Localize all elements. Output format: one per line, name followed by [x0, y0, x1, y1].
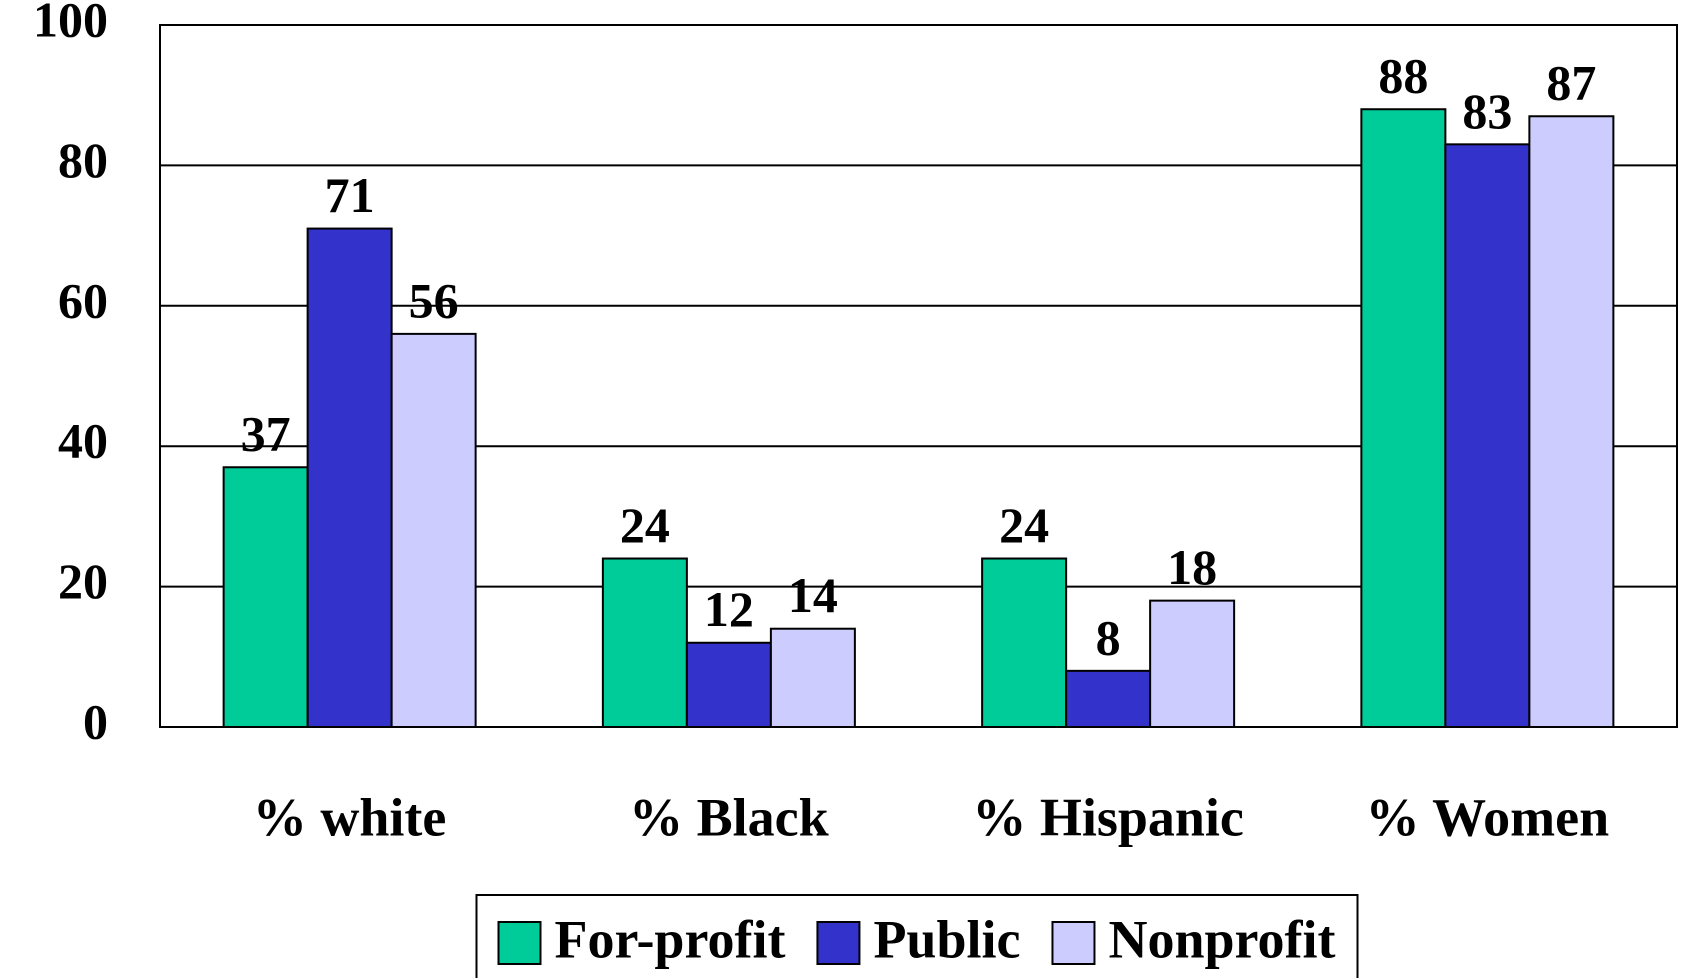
bar [1528, 115, 1615, 728]
bar [769, 627, 856, 728]
data-label: 24 [620, 497, 670, 553]
data-label: 71 [325, 167, 375, 223]
legend-label: Nonprofit [1108, 909, 1335, 969]
data-label: 88 [1378, 48, 1428, 104]
bar [981, 557, 1068, 729]
y-tick-label: 100 [33, 0, 108, 47]
y-tick-label: 40 [58, 413, 108, 469]
legend-frame [475, 894, 1359, 978]
legend-label: For-profit [555, 909, 786, 969]
x-tick-label: % Women [1366, 787, 1610, 847]
data-label: 37 [241, 406, 291, 462]
data-label: 24 [999, 497, 1049, 553]
bar [601, 557, 688, 729]
data-label: 8 [1096, 609, 1121, 665]
data-label: 56 [409, 272, 459, 328]
y-tick-label: 20 [58, 553, 108, 609]
y-tick-label: 80 [58, 132, 108, 188]
x-tick-label: % Hispanic [972, 787, 1244, 847]
x-tick-label: % white [253, 787, 446, 847]
bar [685, 641, 772, 729]
data-label: 12 [704, 581, 754, 637]
data-label: 18 [1167, 539, 1217, 595]
legend-swatch [497, 921, 542, 965]
bar [222, 466, 309, 728]
y-tick-label: 0 [83, 693, 108, 749]
bar [390, 332, 477, 728]
legend-label: Public [873, 909, 1020, 969]
legend-swatch [1051, 921, 1096, 965]
data-label: 14 [788, 567, 838, 623]
legend-swatch [816, 921, 861, 965]
data-label: 83 [1462, 83, 1512, 139]
bar [1149, 599, 1236, 729]
y-tick-label: 60 [58, 272, 108, 328]
bar [1444, 143, 1531, 728]
bar [1360, 108, 1447, 729]
bar [1065, 669, 1152, 729]
x-tick-label: % Black [629, 787, 829, 847]
bar [306, 227, 393, 729]
data-label: 87 [1546, 55, 1596, 111]
